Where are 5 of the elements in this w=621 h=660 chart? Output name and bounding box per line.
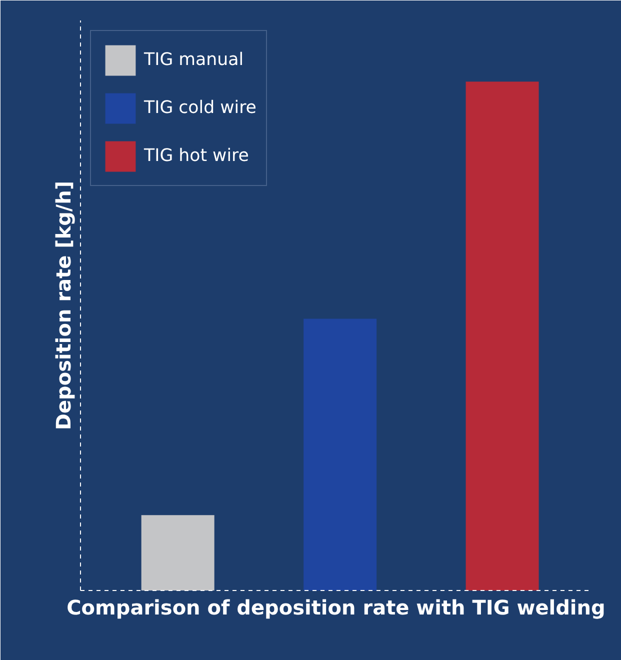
- legend-label: TIG hot wire: [144, 145, 249, 168]
- legend-label: TIG manual: [144, 49, 244, 72]
- legend-label: TIG cold wire: [144, 97, 256, 120]
- x-axis-title: Comparison of deposition rate with TIG welding: [66, 596, 606, 620]
- y-axis-title: Deposition rate [kg/h]: [52, 180, 76, 430]
